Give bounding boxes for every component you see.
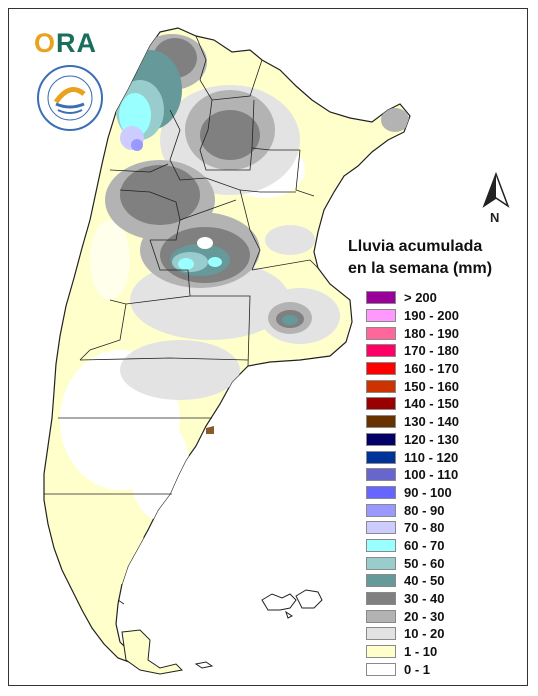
legend-item: 130 - 140	[366, 413, 459, 431]
legend-item: 60 - 70	[366, 537, 459, 555]
province-boundaries	[44, 35, 319, 605]
legend-label: 100 - 110	[404, 467, 459, 483]
legend-swatch	[366, 468, 396, 482]
legend-label: 160 - 170	[404, 361, 459, 377]
legend-swatch	[366, 397, 396, 411]
legend-swatch	[366, 662, 396, 676]
legend-swatch	[366, 415, 396, 429]
legend-item: 180 - 190	[366, 324, 459, 342]
legend-label: 40 - 50	[404, 573, 445, 589]
legend-label: 90 - 100	[404, 484, 452, 500]
legend-swatch	[366, 556, 396, 570]
rainfall-shading	[60, 34, 409, 585]
legend-swatch	[366, 450, 396, 464]
north-arrow-icon	[482, 171, 510, 208]
legend: > 200 190 - 200 180 - 190 170 - 180 160 - 17…	[366, 289, 459, 678]
legend-item: 140 - 150	[366, 395, 459, 413]
legend-label: 180 - 190	[404, 325, 459, 341]
legend-swatch	[366, 309, 396, 323]
bay-marker	[206, 426, 214, 434]
legend-label: 110 - 120	[404, 449, 459, 465]
legend-item: 70 - 80	[366, 519, 459, 537]
legend-label: 170 - 180	[404, 343, 459, 359]
legend-label: 130 - 140	[404, 414, 459, 430]
legend-swatch	[366, 609, 396, 623]
legend-item: 170 - 180	[366, 342, 459, 360]
legend-item: 40 - 50	[366, 572, 459, 590]
legend-item: 80 - 90	[366, 501, 459, 519]
legend-label: 190 - 200	[404, 308, 459, 324]
legend-swatch	[366, 326, 396, 340]
legend-item: > 200	[366, 289, 459, 307]
legend-swatch	[366, 521, 396, 535]
isla-estados	[194, 661, 214, 669]
legend-swatch	[366, 627, 396, 641]
legend-label: 1 - 10	[404, 644, 438, 660]
legend-label: 150 - 160	[404, 378, 459, 394]
legend-item: 30 - 40	[366, 590, 459, 608]
legend-label: 20 - 30	[404, 608, 445, 624]
ora-logo: ORA	[34, 28, 98, 58]
legend-title-line2: en la semana (mm)	[348, 260, 493, 277]
north-label: N	[490, 210, 500, 225]
legend-title-line1: Lluvia acumulada	[348, 238, 483, 255]
legend-item: 50 - 60	[366, 554, 459, 572]
legend-item: 190 - 200	[366, 307, 459, 325]
legend-item: 100 - 110	[366, 466, 459, 484]
legend-label: 80 - 90	[404, 502, 445, 518]
legend-item: 90 - 100	[366, 484, 459, 502]
legend-label: 30 - 40	[404, 591, 445, 607]
legend-swatch	[366, 592, 396, 606]
legend-swatch	[366, 485, 396, 499]
legend-swatch	[366, 379, 396, 393]
legend-swatch	[366, 574, 396, 588]
legend-swatch	[366, 538, 396, 552]
legend-swatch	[366, 645, 396, 659]
legend-swatch	[366, 291, 396, 305]
legend-label: > 200	[404, 290, 437, 306]
smn-seal-icon	[37, 65, 103, 131]
legend-title: Lluvia acumulada en la semana (mm)	[348, 236, 492, 280]
legend-item: 1 - 10	[366, 643, 459, 661]
legend-label: 120 - 130	[404, 431, 459, 447]
legend-label: 10 - 20	[404, 626, 445, 642]
legend-swatch	[366, 503, 396, 517]
legend-item: 20 - 30	[366, 607, 459, 625]
legend-label: 70 - 80	[404, 520, 445, 536]
legend-item: 0 - 1	[366, 660, 459, 678]
legend-label: 50 - 60	[404, 555, 445, 571]
tierra-del-fuego	[121, 629, 184, 675]
legend-label: 0 - 1	[404, 661, 431, 677]
legend-item: 160 - 170	[366, 360, 459, 378]
legend-item: 110 - 120	[366, 448, 459, 466]
legend-swatch	[366, 344, 396, 358]
legend-item: 120 - 130	[366, 431, 459, 449]
legend-label: 140 - 150	[404, 396, 459, 412]
malvinas-islands	[261, 589, 323, 619]
legend-swatch	[366, 362, 396, 376]
legend-swatch	[366, 432, 396, 446]
legend-item: 10 - 20	[366, 625, 459, 643]
legend-item: 150 - 160	[366, 377, 459, 395]
legend-label: 60 - 70	[404, 537, 445, 553]
